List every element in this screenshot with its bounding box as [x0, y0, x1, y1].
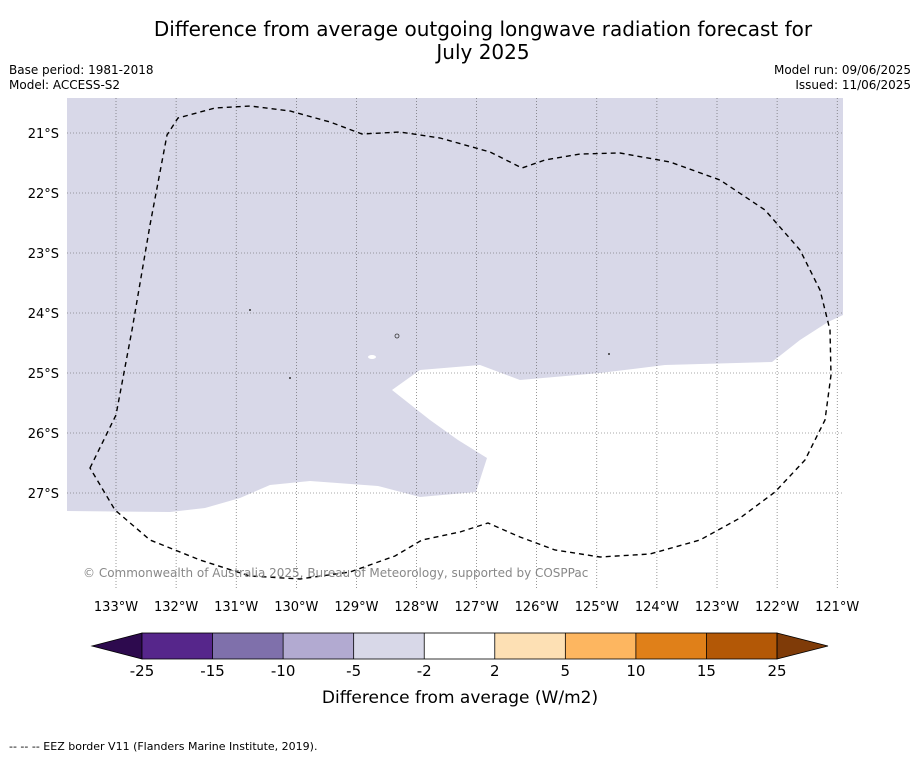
copyright-text: © Commonwealth of Australia 2025, Bureau… [83, 566, 588, 580]
map-plot [67, 98, 843, 590]
colorbar [90, 632, 829, 660]
map-title-line2: July 2025 [436, 40, 530, 64]
colorbar-label: Difference from average (W/m2) [322, 688, 598, 708]
colorbar-min-arrow [90, 632, 143, 660]
colorbar-segment [142, 633, 213, 659]
colorbar-max-arrow [776, 632, 829, 660]
colorbar-tick-label: 5 [561, 662, 571, 680]
speckle [608, 353, 610, 355]
lon-tick-label: 126°W [515, 600, 559, 615]
map-title: Difference from average outgoing longwav… [0, 18, 919, 64]
colorbar-tick-label: -10 [271, 662, 296, 680]
lon-tick-label: 133°W [94, 600, 138, 615]
eez-legend-note: -- -- -- EEZ border V11 (Flanders Marine… [9, 740, 318, 753]
base-period: Base period: 1981-2018 [9, 63, 154, 77]
model-name: Model: ACCESS-S2 [9, 78, 121, 92]
anomaly-region [67, 98, 843, 512]
lat-tick-label: 26°S [28, 427, 59, 442]
lon-tick-label: 130°W [274, 600, 318, 615]
lon-tick-label: 123°W [695, 600, 739, 615]
colorbar-outline [141, 632, 778, 660]
lon-tick-label: 129°W [334, 600, 378, 615]
speckle [289, 377, 291, 379]
lat-tick-label: 22°S [28, 187, 59, 202]
colorbar-segment [706, 633, 777, 659]
colorbar-segment [353, 633, 425, 659]
colorbar-tick-label: -15 [200, 662, 225, 680]
lon-tick-label: 128°W [394, 600, 438, 615]
colorbar-segment [635, 633, 707, 659]
lat-tick-label: 24°S [28, 307, 59, 322]
map-title-line1: Difference from average outgoing longwav… [153, 17, 813, 41]
colorbar-segment [424, 633, 495, 659]
colorbar-tick-label: -2 [417, 662, 432, 680]
colorbar-tick-label: -5 [346, 662, 361, 680]
speckle [249, 309, 251, 311]
colorbar-tick-label: 15 [697, 662, 716, 680]
issued-date: Issued: 11/06/2025 [795, 78, 911, 92]
latitude-labels: 21°S 22°S 23°S 24°S 25°S 26°S 27°S [28, 127, 59, 502]
speckle [368, 355, 376, 359]
colorbar-tick-label: -25 [130, 662, 155, 680]
lon-tick-label: 132°W [154, 600, 198, 615]
graticule [67, 98, 843, 590]
lon-tick-label: 125°W [575, 600, 619, 615]
colorbar-tick-label: 2 [490, 662, 500, 680]
eez-border [89, 105, 832, 580]
model-run: Model run: 09/06/2025 [773, 63, 911, 77]
colorbar-segment [565, 633, 636, 659]
lon-tick-label: 127°W [455, 600, 499, 615]
lat-tick-label: 25°S [28, 367, 59, 382]
lon-tick-label: 124°W [635, 600, 679, 615]
colorbar-tick-labels: -25 -15 -10 -5 -2 2 5 10 15 25 [130, 662, 787, 680]
colorbar-tick-label: 25 [767, 662, 786, 680]
run-info: Model run: 09/06/2025 Issued: 11/06/2025 [774, 63, 911, 93]
lon-tick-label: 131°W [214, 600, 258, 615]
lat-tick-label: 23°S [28, 247, 59, 262]
longitude-labels: 133°W 132°W 131°W 130°W 129°W 128°W 127°W 126°W… [94, 600, 860, 615]
colorbar-segment [212, 633, 284, 659]
lon-tick-label: 121°W [815, 600, 859, 615]
colorbar-segment [494, 633, 566, 659]
colorbar-segment [283, 633, 354, 659]
base-info: Base period: 1981-2018 Model: ACCESS-S2 [9, 63, 154, 93]
island-icon [394, 333, 400, 339]
lat-tick-label: 27°S [28, 487, 59, 502]
colorbar-tick-label: 10 [626, 662, 645, 680]
lat-tick-label: 21°S [28, 127, 59, 142]
lon-tick-label: 122°W [755, 600, 799, 615]
